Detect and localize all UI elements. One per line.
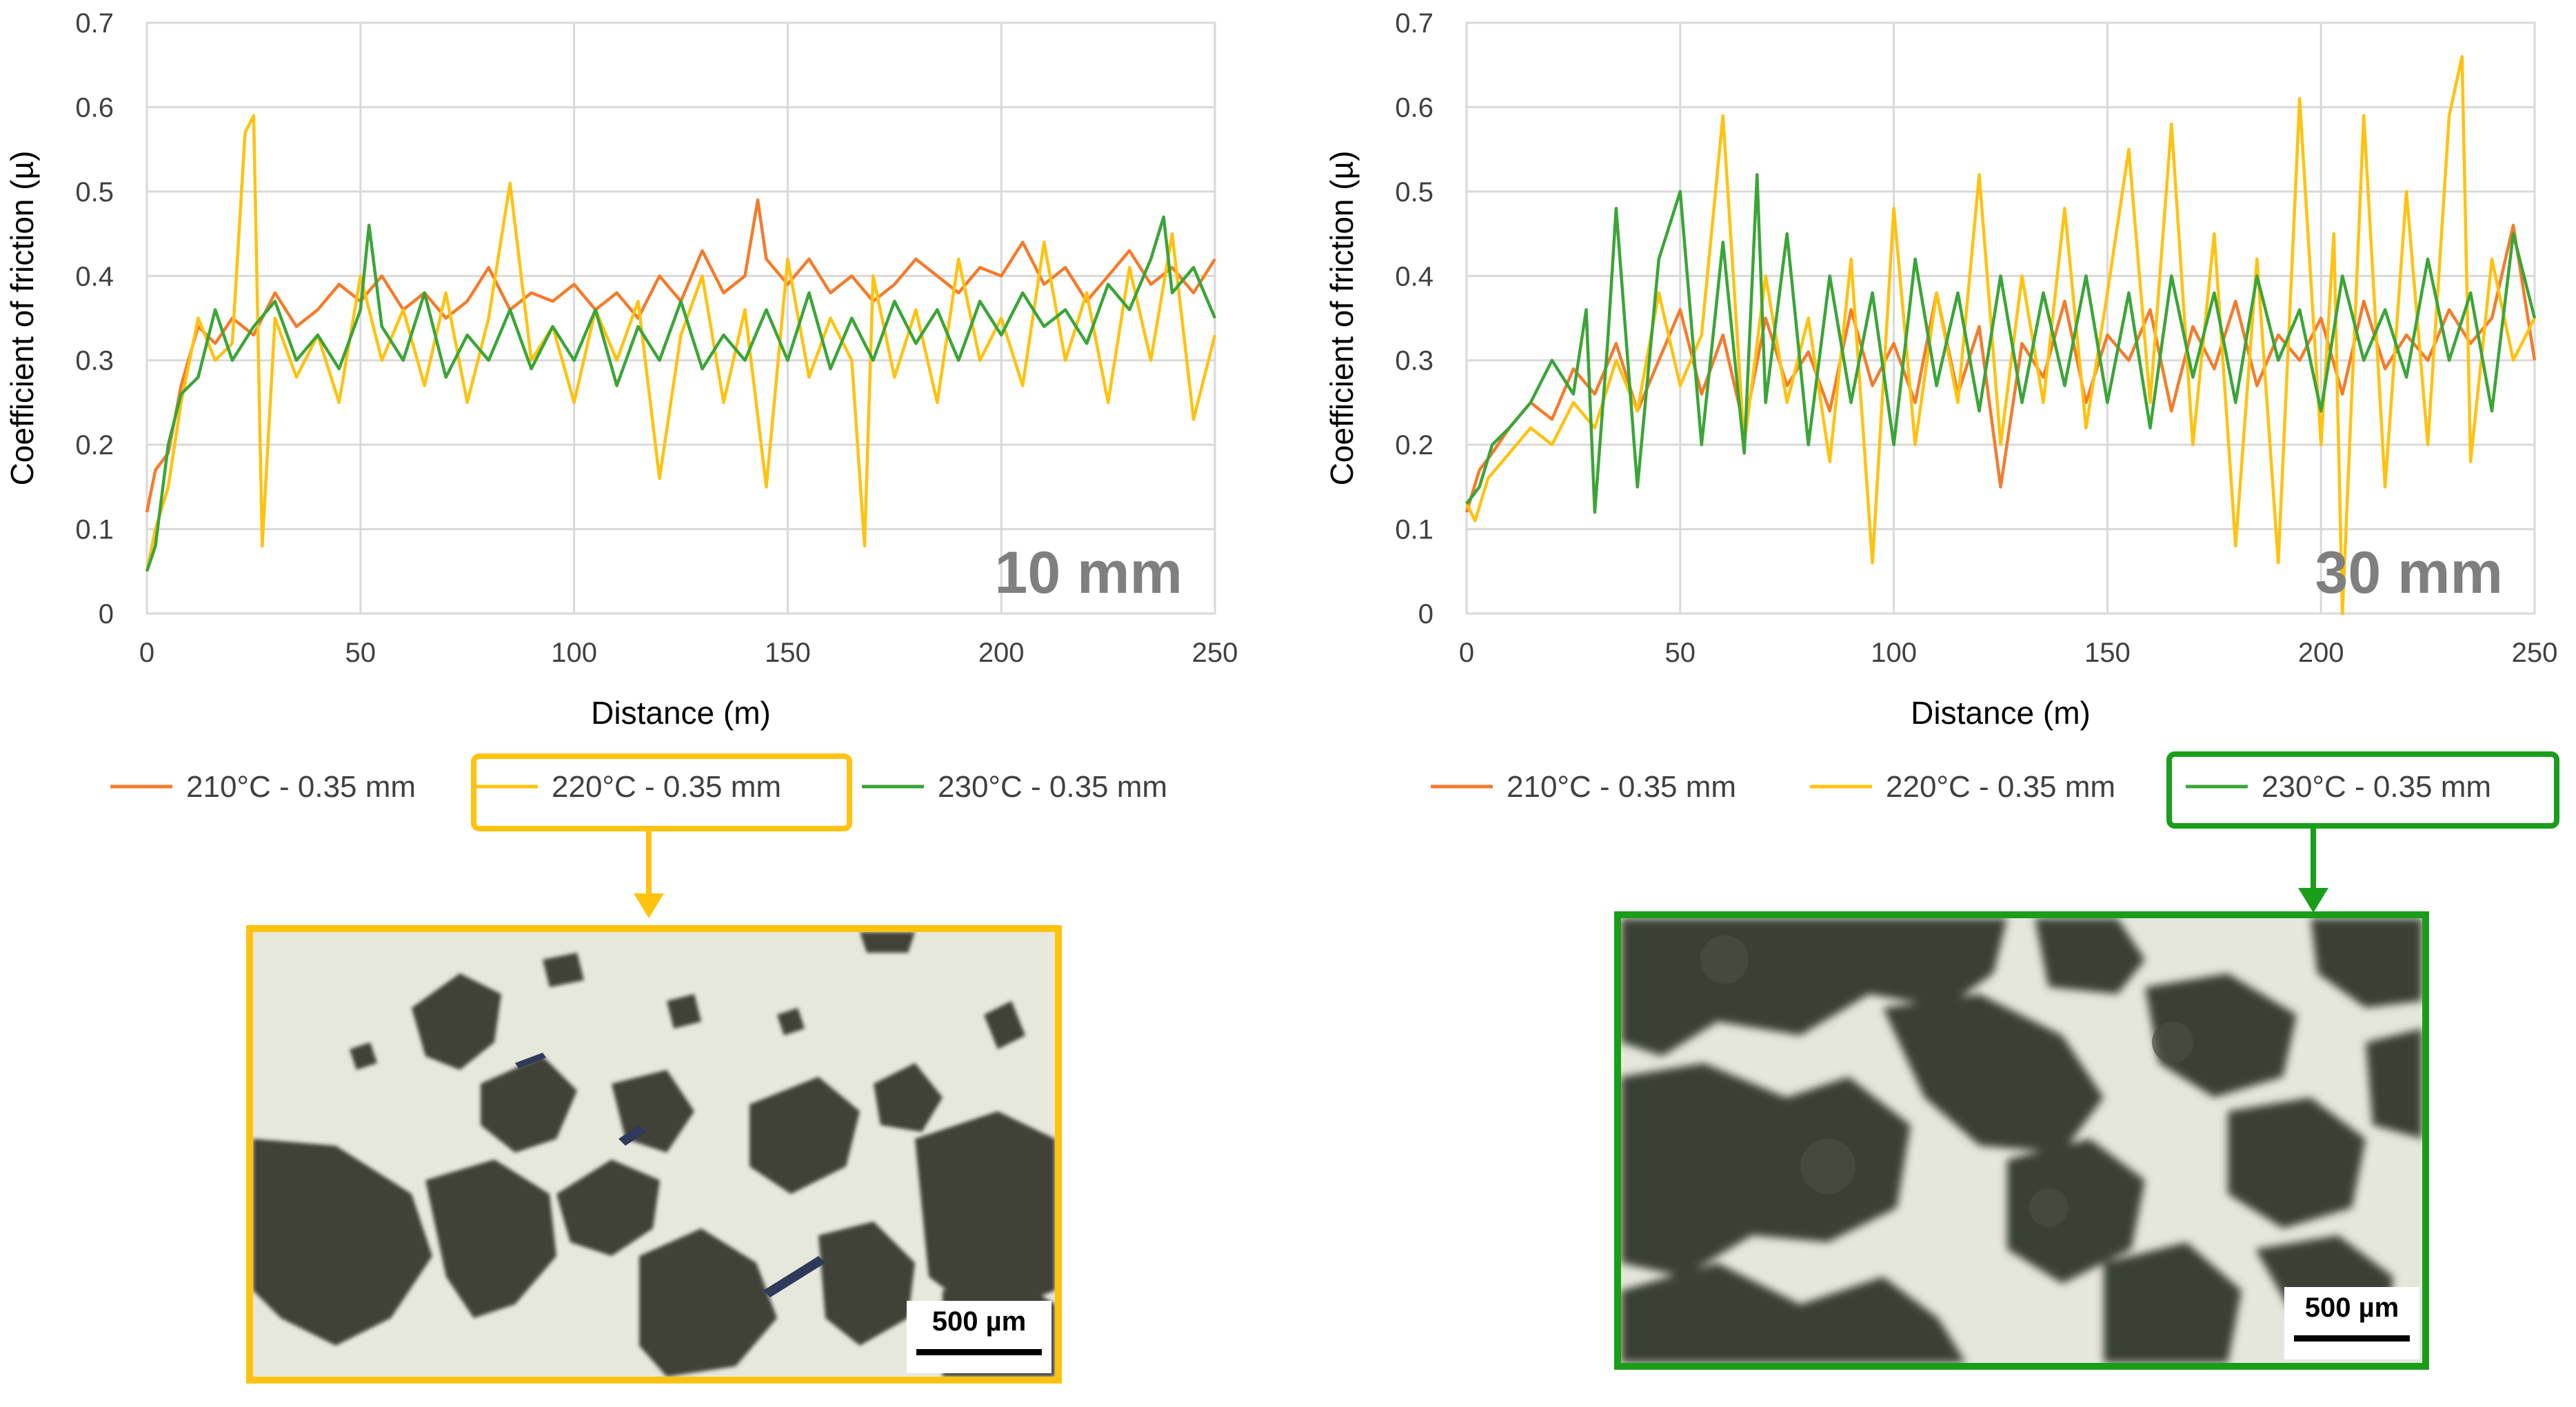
x-tick-label: 150: [2084, 638, 2131, 668]
legend-label-2: 220°C - 0.35 mm: [552, 770, 781, 804]
y-tick-label: 0.7: [75, 8, 114, 39]
y-tick-label: 0.2: [1395, 430, 1433, 460]
arrow-right-shaft: [2311, 829, 2316, 891]
series-line-1: [1465, 223, 2537, 513]
y-tick-label: 0.5: [1395, 177, 1433, 207]
x-tick-label: 250: [2512, 638, 2558, 668]
x-tick-label: 0: [1459, 638, 1474, 668]
scale-bar-left-line: [916, 1349, 1042, 1355]
arrow-left-shaft: [646, 831, 652, 896]
y-tick-label: 0.4: [1395, 261, 1433, 292]
series-line-3: [1465, 173, 2537, 514]
chart-2: 0 0.1 0.2 0.3 0.4 0.5 0.6 0.7 0 50 100 150 200 250 Dis…: [1324, 8, 2557, 804]
legend-label-3: 230°C - 0.35 mm: [2262, 770, 2491, 804]
x-tick-label: 100: [551, 638, 597, 668]
chart-1: 0 0.1 0.2 0.3 0.4 0.5 0.6 0.7 0 50 100 150 200 250 Dis…: [4, 8, 1238, 804]
y-tick-label: 0.5: [75, 177, 114, 207]
y-tick-label: 0.1: [1395, 515, 1433, 545]
scale-bar-right-line: [2294, 1335, 2410, 1342]
y-tick-label: 0.3: [1395, 346, 1433, 376]
legend-label-1: 210°C - 0.35 mm: [1507, 770, 1736, 804]
chart-annotation: 30 mm: [2315, 540, 2504, 606]
legend-label-2: 220°C - 0.35 mm: [1886, 770, 2115, 804]
legend-highlight-230: [2166, 751, 2559, 829]
series-line-3: [145, 215, 1217, 572]
micrograph-230: 500 µm: [1614, 911, 2429, 1370]
legend-highlight-220: [471, 753, 852, 831]
y-tick-label: 0.3: [75, 346, 114, 376]
x-tick-label: 100: [1871, 638, 1917, 668]
scale-bar-right: 500 µm: [2284, 1287, 2419, 1359]
series-line-2: [1465, 54, 2537, 616]
x-axis-label: Distance (m): [591, 695, 771, 731]
scale-bar-right-label: 500 µm: [2304, 1293, 2399, 1323]
scale-bar-left-label: 500 µm: [932, 1306, 1027, 1337]
x-tick-label: 250: [1192, 638, 1238, 668]
x-tick-label: 150: [765, 638, 811, 668]
series-line-2: [145, 114, 1217, 572]
y-tick-label: 0.1: [75, 515, 114, 545]
y-axis-label: Coefficient of friction (µ): [4, 151, 40, 486]
series-line-1: [145, 198, 1216, 513]
x-axis-label: Distance (m): [1911, 695, 2091, 731]
y-tick-label: 0.2: [75, 430, 114, 460]
x-tick-label: 200: [978, 638, 1025, 668]
y-tick-label: 0.6: [1395, 92, 1433, 123]
legend-label-3: 230°C - 0.35 mm: [938, 770, 1167, 804]
x-tick-label: 200: [2298, 638, 2344, 668]
legend-label-1: 210°C - 0.35 mm: [186, 770, 416, 804]
y-tick-label: 0.7: [1395, 8, 1433, 39]
y-tick-label: 0: [99, 599, 114, 629]
x-tick-label: 0: [139, 638, 154, 668]
scale-bar-left: 500 µm: [907, 1301, 1051, 1373]
arrow-right-head: [2298, 888, 2328, 913]
y-tick-label: 0: [1418, 599, 1433, 629]
arrow-left-head: [634, 893, 664, 918]
y-tick-label: 0.6: [75, 92, 114, 123]
y-axis-label: Coefficient of friction (µ): [1324, 151, 1360, 486]
x-tick-label: 50: [1665, 638, 1696, 668]
micrograph-220: 500 µm: [246, 925, 1062, 1384]
x-tick-label: 50: [345, 638, 376, 668]
y-tick-label: 0.4: [75, 261, 114, 292]
chart-annotation: 10 mm: [995, 540, 1183, 606]
